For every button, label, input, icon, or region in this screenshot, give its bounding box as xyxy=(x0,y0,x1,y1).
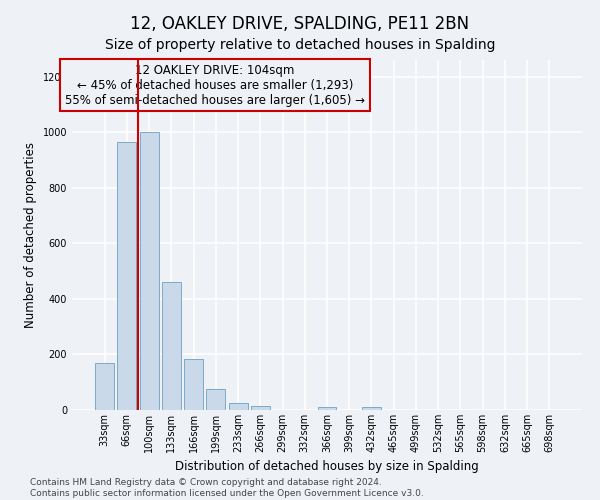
Bar xyxy=(162,282,181,410)
Text: 12, OAKLEY DRIVE, SPALDING, PE11 2BN: 12, OAKLEY DRIVE, SPALDING, PE11 2BN xyxy=(130,15,470,33)
Text: 12 OAKLEY DRIVE: 104sqm
← 45% of detached houses are smaller (1,293)
55% of semi: 12 OAKLEY DRIVE: 104sqm ← 45% of detache… xyxy=(65,64,365,106)
X-axis label: Distribution of detached houses by size in Spalding: Distribution of detached houses by size … xyxy=(175,460,479,473)
Bar xyxy=(317,407,337,410)
Y-axis label: Number of detached properties: Number of detached properties xyxy=(24,142,37,328)
Bar xyxy=(118,142,136,410)
Bar xyxy=(95,363,114,410)
Bar xyxy=(206,389,225,410)
Text: Size of property relative to detached houses in Spalding: Size of property relative to detached ho… xyxy=(105,38,495,52)
Bar xyxy=(184,358,203,410)
Bar xyxy=(362,407,381,410)
Bar xyxy=(251,406,270,410)
Bar xyxy=(140,132,158,410)
Text: Contains HM Land Registry data © Crown copyright and database right 2024.
Contai: Contains HM Land Registry data © Crown c… xyxy=(30,478,424,498)
Bar xyxy=(229,403,248,410)
